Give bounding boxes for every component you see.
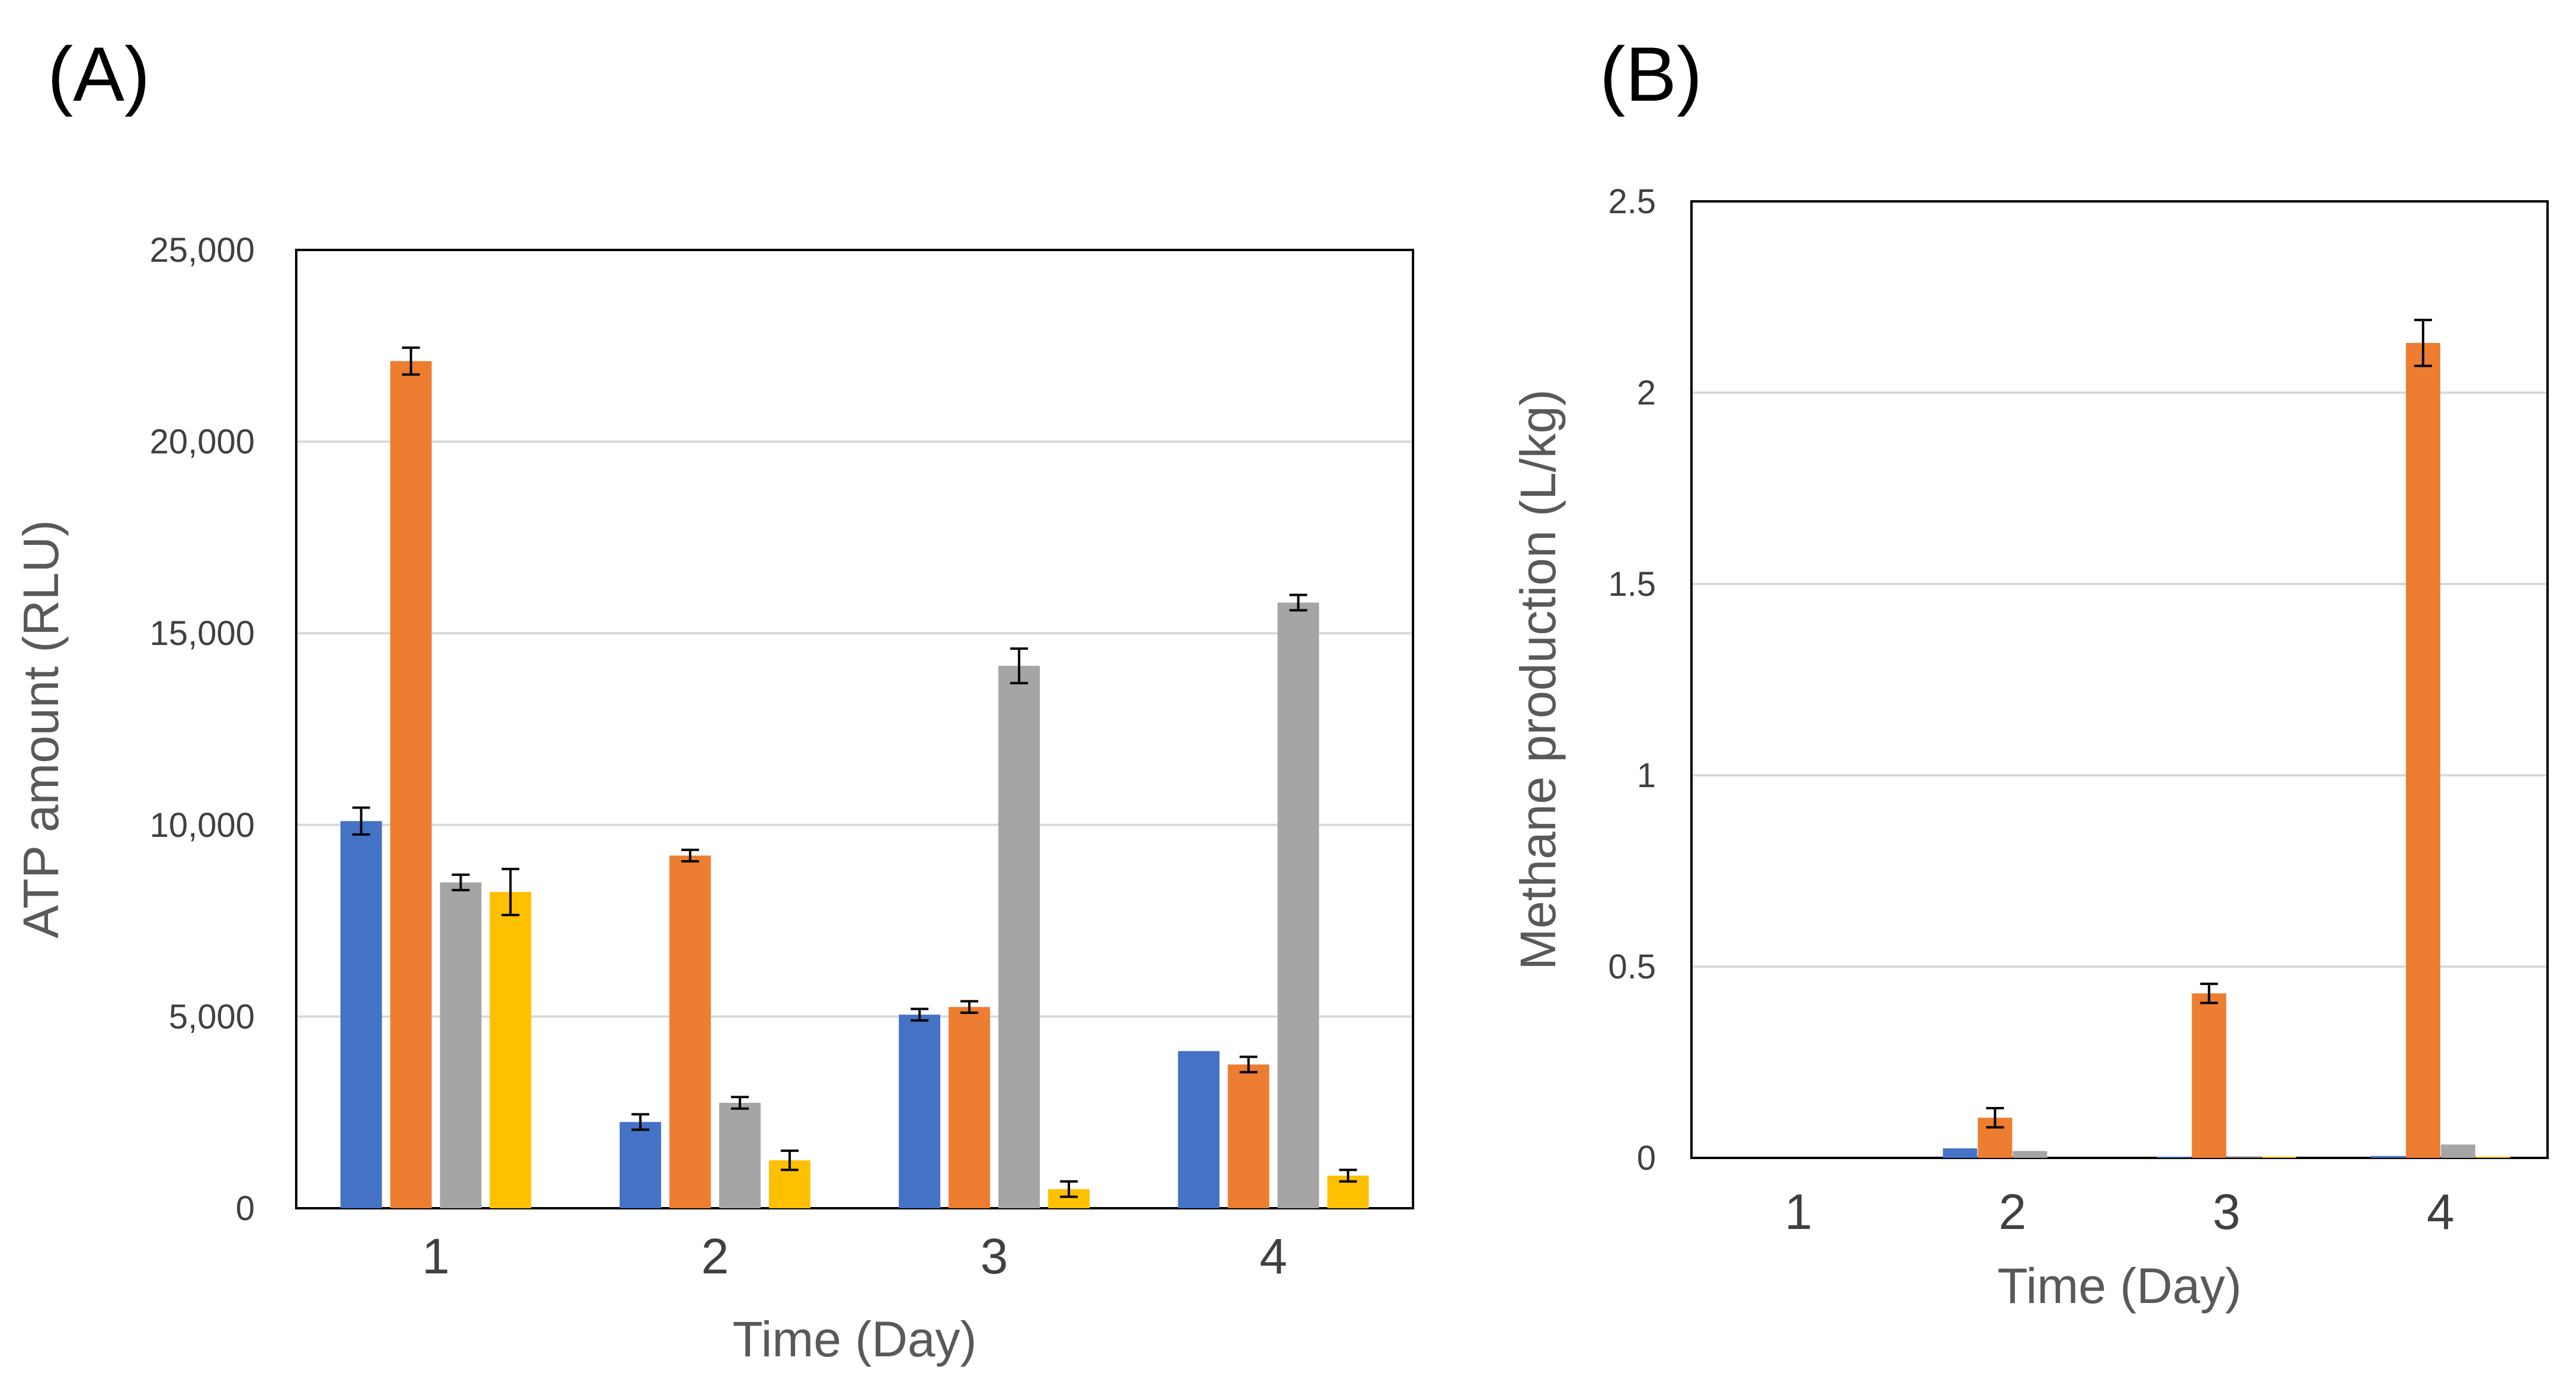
panel-b-label: (B)	[1600, 31, 1702, 117]
y-tick-label: 0	[236, 1189, 255, 1228]
bar	[1943, 1148, 1978, 1158]
y-tick-label: 1	[1637, 756, 1656, 795]
x-tick-label: 2	[1999, 1184, 2027, 1240]
bar	[1228, 1064, 1270, 1208]
bar	[2475, 1157, 2510, 1158]
bar	[2013, 1151, 2048, 1158]
y-tick-label: 5,000	[169, 997, 255, 1036]
bar	[390, 361, 432, 1208]
x-axis-title: Time (Day)	[732, 1311, 976, 1367]
y-tick-label: 2.5	[1608, 182, 1656, 221]
y-tick-label: 15,000	[150, 614, 255, 653]
bar	[619, 1122, 661, 1208]
chart-a: 0 5,000 10,000 15,000 20,000 25,000 1 2 3 4 Time (…	[13, 231, 1414, 1367]
y-tick-label: 20,000	[150, 423, 255, 461]
chart-b: 0 0.5 1 1.5 2 2.5 1 2 3 4 Time (Day) Methane produc…	[1510, 182, 2549, 1314]
bar	[2405, 343, 2440, 1158]
bar	[2191, 993, 2226, 1158]
y-axis-title: Methane production (L/kg)	[1510, 389, 1566, 970]
x-tick-label: 3	[2213, 1184, 2241, 1240]
bar	[2157, 1157, 2191, 1158]
x-tick-label: 3	[981, 1228, 1008, 1284]
plot-frame	[295, 249, 1414, 1209]
bar	[2226, 1157, 2261, 1158]
x-tick-label: 1	[1784, 1184, 1812, 1240]
bar	[1178, 1051, 1220, 1208]
y-tick-label: 25,000	[150, 231, 255, 269]
bar	[340, 821, 382, 1208]
bar	[2440, 1144, 2475, 1158]
bar	[719, 1103, 761, 1208]
x-tick-label: 4	[1260, 1228, 1287, 1284]
bar	[949, 1007, 991, 1208]
y-tick-label: 0.5	[1608, 948, 1656, 986]
x-tick-label: 1	[422, 1228, 450, 1284]
x-axis-title: Time (Day)	[1997, 1258, 2241, 1314]
y-tick-label: 0	[1637, 1139, 1656, 1177]
panel-a-label: (A)	[47, 31, 150, 117]
bar	[899, 1015, 941, 1208]
bar	[440, 882, 482, 1208]
bar	[489, 892, 531, 1208]
plot-frame	[1690, 200, 2549, 1159]
x-tick-label: 4	[2427, 1184, 2455, 1240]
bar	[669, 855, 711, 1208]
y-axis-title: ATP amount (RLU)	[13, 520, 69, 938]
bar	[1277, 602, 1319, 1208]
y-tick-label: 10,000	[150, 806, 255, 845]
y-tick-label: 2	[1637, 374, 1656, 412]
bar	[2370, 1156, 2405, 1158]
bar	[2261, 1157, 2296, 1158]
bar	[998, 666, 1040, 1208]
x-tick-label: 2	[701, 1228, 729, 1284]
y-tick-label: 1.5	[1608, 565, 1656, 604]
